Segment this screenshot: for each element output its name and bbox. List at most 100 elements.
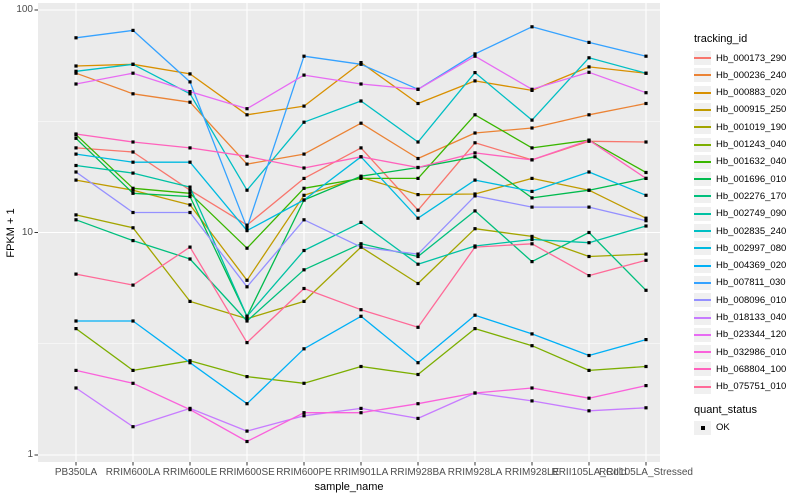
legend-item-Hb_000915_250: Hb_000915_250 xyxy=(694,101,786,118)
data-point xyxy=(245,226,249,230)
data-point xyxy=(74,386,78,390)
legend-color-line xyxy=(694,247,711,250)
legend-label: Hb_032986_010 xyxy=(716,346,787,358)
legend-key-line-icon xyxy=(694,137,711,152)
data-point xyxy=(302,73,306,77)
x-tick-label-PB350LA: PB350LA xyxy=(54,467,98,478)
data-point xyxy=(587,40,591,44)
legend-item-Hb_001243_040: Hb_001243_040 xyxy=(694,136,786,153)
data-point xyxy=(131,319,135,323)
x-tick-label-RRII105LA_Cold: RRII105LA_Cold xyxy=(551,467,627,478)
data-point xyxy=(188,185,192,189)
data-point xyxy=(359,62,363,66)
data-point xyxy=(74,132,78,136)
x-tick-label-RRIM600LA: RRIM600LA xyxy=(105,467,161,478)
legend-label: Hb_000883_020 xyxy=(716,87,787,99)
data-point xyxy=(302,152,306,156)
data-point xyxy=(530,87,534,91)
data-point xyxy=(302,198,306,202)
data-point xyxy=(359,155,363,159)
data-point xyxy=(359,220,363,224)
legend-color-line xyxy=(694,57,711,59)
data-point xyxy=(530,234,534,238)
data-point xyxy=(74,319,78,323)
data-point xyxy=(587,188,591,192)
data-point xyxy=(416,208,420,212)
data-point xyxy=(302,218,306,222)
data-point xyxy=(644,338,648,342)
data-point xyxy=(644,216,648,220)
data-point xyxy=(188,188,192,192)
data-point xyxy=(188,257,192,261)
data-point xyxy=(359,176,363,180)
legend-title-tracking-id: tracking_id xyxy=(694,33,748,45)
data-point xyxy=(416,156,420,161)
data-point xyxy=(473,54,477,58)
data-point xyxy=(644,288,648,292)
legend-label: Hb_023344_120 xyxy=(716,329,787,341)
legend-color-line xyxy=(694,385,711,388)
data-point xyxy=(644,54,648,58)
data-point xyxy=(587,274,591,278)
legend-key-line-icon xyxy=(694,241,711,256)
x-axis-title: sample_name xyxy=(314,481,384,493)
data-point xyxy=(188,90,192,94)
data-point xyxy=(644,101,648,106)
data-point xyxy=(530,386,534,390)
y-tick-label-10: 10 xyxy=(21,226,33,238)
data-point xyxy=(473,391,477,395)
legend-color-line xyxy=(694,143,711,146)
data-point xyxy=(587,65,591,69)
legend-item-Hb_004369_020: Hb_004369_020 xyxy=(694,257,786,274)
data-point xyxy=(473,209,477,213)
legend-label: Hb_001243_040 xyxy=(716,139,787,150)
data-point xyxy=(74,64,78,68)
legend-color-line xyxy=(694,178,711,181)
legend-item-Hb_002749_090: Hb_002749_090 xyxy=(694,205,786,222)
data-point xyxy=(473,71,477,75)
data-point xyxy=(74,163,78,168)
data-point xyxy=(245,439,249,444)
data-point xyxy=(644,170,648,175)
data-point xyxy=(188,72,192,76)
legend-item-Hb_002835_240: Hb_002835_240 xyxy=(694,223,786,240)
legend-key-line-icon xyxy=(694,68,711,83)
data-point xyxy=(530,260,534,264)
data-point xyxy=(644,364,648,369)
data-point xyxy=(245,278,249,282)
data-point xyxy=(302,299,306,303)
data-point xyxy=(473,79,477,83)
data-point xyxy=(359,121,363,125)
data-point xyxy=(530,237,534,242)
legend-key-line-icon xyxy=(694,310,711,325)
legend-color-line xyxy=(694,230,711,232)
data-point xyxy=(245,429,249,433)
data-point xyxy=(587,170,591,174)
data-point xyxy=(644,406,648,410)
data-point xyxy=(473,113,477,117)
legend-item-Hb_001696_010: Hb_001696_010 xyxy=(694,171,786,188)
legend-item-Hb_000173_290: Hb_000173_290 xyxy=(694,50,786,67)
data-point xyxy=(74,272,78,276)
data-point xyxy=(188,80,192,84)
data-point xyxy=(644,140,648,144)
black-square-marker-icon xyxy=(700,425,705,430)
legend-item-quant-ok: OK xyxy=(694,419,730,436)
legend-color-line xyxy=(694,212,711,215)
data-point xyxy=(131,381,135,385)
data-point xyxy=(416,87,420,91)
legend-title-quant-status: quant_status xyxy=(694,404,757,416)
data-point xyxy=(530,205,534,209)
data-point xyxy=(587,353,591,358)
legend-label: Hb_001696_010 xyxy=(716,173,787,185)
data-point xyxy=(131,239,135,243)
data-point xyxy=(245,229,249,233)
legend-key-line-icon xyxy=(694,293,711,308)
data-point xyxy=(587,241,591,245)
data-point xyxy=(359,364,363,369)
x-tick-label-RRIM901LA: RRIM901LA xyxy=(333,467,389,478)
data-point xyxy=(245,285,249,289)
data-point xyxy=(245,246,249,250)
legend-item-Hb_075751_010: Hb_075751_010 xyxy=(694,378,786,395)
legend-item-Hb_068804_100: Hb_068804_100 xyxy=(694,361,786,378)
